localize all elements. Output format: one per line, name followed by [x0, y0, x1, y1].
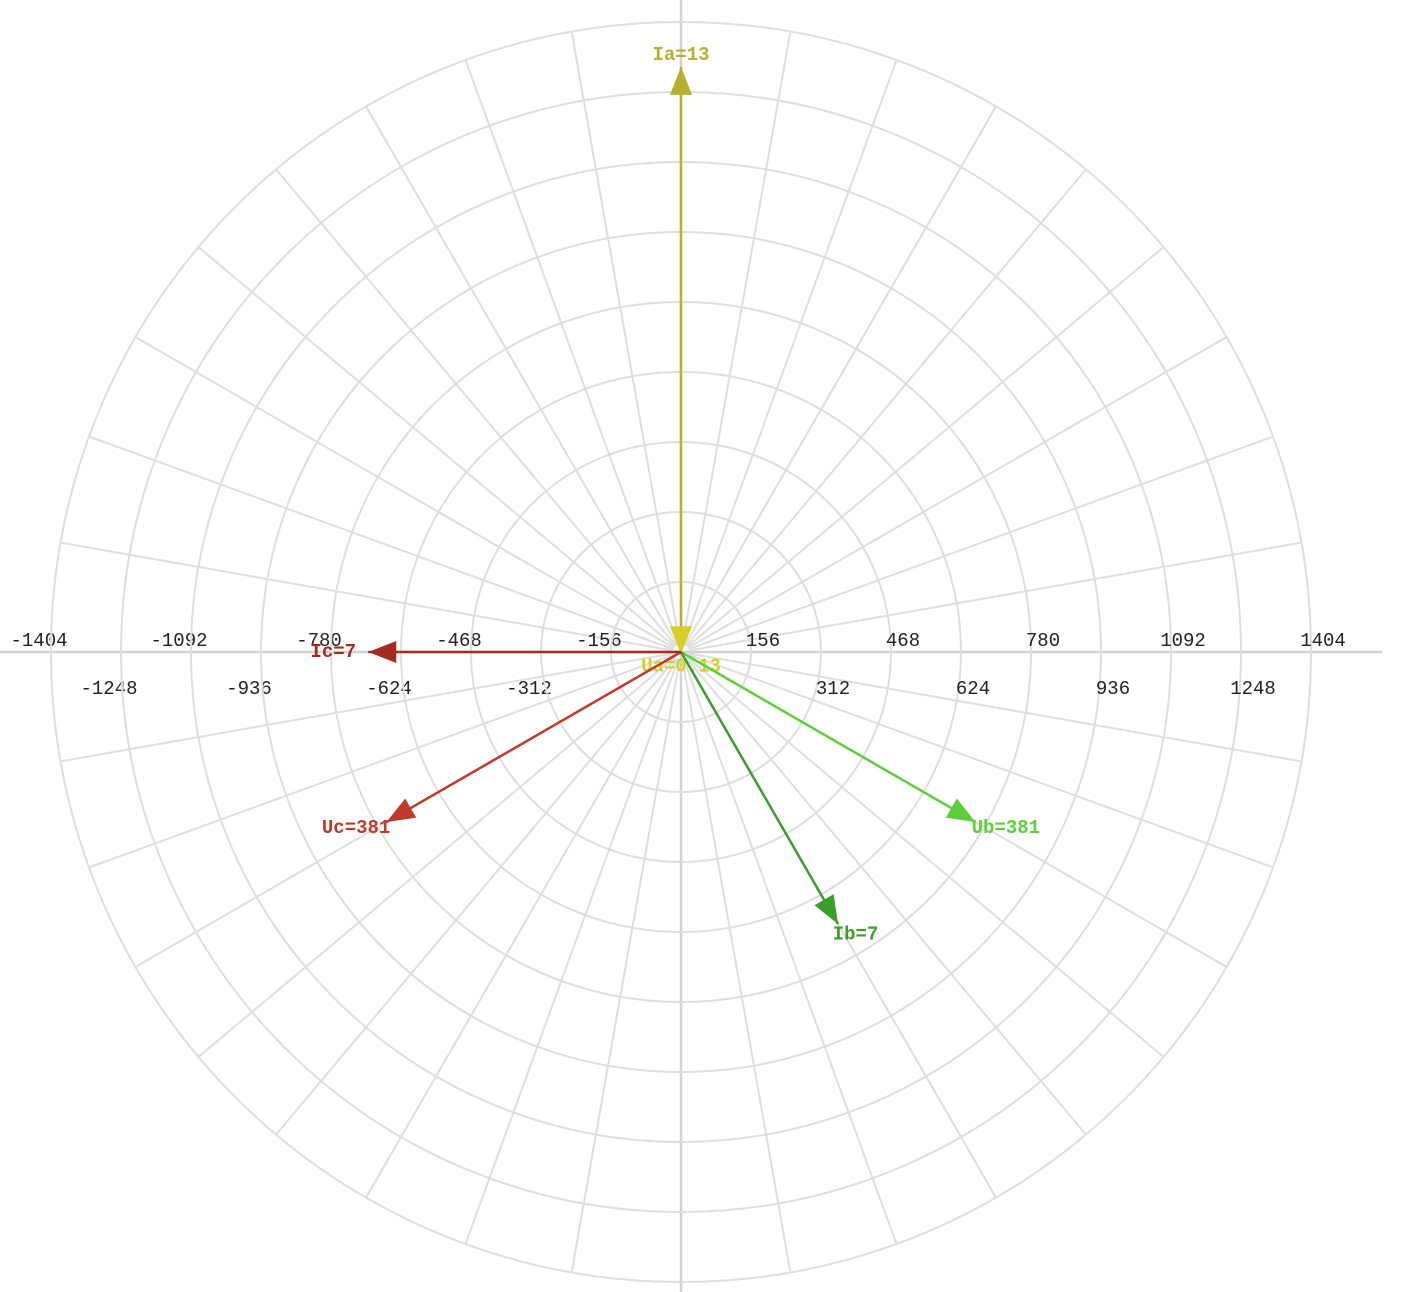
radial-grid-line — [685, 657, 1087, 1136]
radial-grid-line — [365, 658, 678, 1199]
phasor-line — [679, 651, 840, 925]
x-tick-label: -468 — [436, 630, 482, 652]
radial-grid-line — [197, 246, 676, 648]
x-tick-label: -312 — [506, 678, 552, 700]
radial-grid-line — [134, 336, 675, 649]
radial-grid-line — [688, 653, 1274, 869]
x-tick-label: 468 — [886, 630, 920, 652]
x-tick-label: 624 — [956, 678, 990, 700]
x-tick-label: 1092 — [1160, 630, 1206, 652]
radial-grid-line — [570, 31, 681, 645]
radial-grid-line — [685, 168, 1087, 647]
radial-grid-line — [570, 659, 681, 1273]
radial-grid-line — [686, 246, 1165, 648]
arrowhead — [386, 798, 417, 823]
radial-grid-line — [275, 657, 677, 1136]
radial-grid-line — [88, 435, 674, 651]
x-tick-label: 312 — [816, 678, 850, 700]
x-tick-label: -1404 — [10, 630, 67, 652]
x-tick-label: -624 — [366, 678, 412, 700]
arrowhead — [814, 894, 839, 925]
x-tick-label: 780 — [1026, 630, 1060, 652]
phasor-label: Ua=0.13 — [641, 655, 721, 677]
radial-grid-line — [686, 656, 1165, 1058]
radial-grid-line — [88, 653, 674, 869]
phasor-label: Ub=381 — [972, 817, 1040, 839]
radial-grid-line — [464, 659, 680, 1245]
radial-grid-line — [681, 659, 792, 1273]
radial-grid-line — [365, 105, 678, 646]
radial-grid-line — [464, 59, 680, 645]
x-tick-label: 936 — [1096, 678, 1130, 700]
radial-grid-line — [687, 336, 1228, 649]
arrowhead — [368, 641, 397, 663]
phasor-line — [680, 650, 977, 824]
x-tick-label: -1248 — [80, 678, 137, 700]
radial-grid-line — [688, 435, 1274, 651]
radial-grid-line — [682, 659, 898, 1245]
x-tick-label: 1248 — [1230, 678, 1276, 700]
radial-grid-line — [60, 541, 674, 652]
phasor-label: Ic=7 — [310, 641, 356, 663]
arrowhead — [670, 66, 692, 95]
x-tick-label: 156 — [746, 630, 780, 652]
phasor-label: Ia=13 — [652, 44, 709, 66]
radial-grid-line — [688, 541, 1302, 652]
x-tick-label: -156 — [576, 630, 622, 652]
phasor-label: Uc=381 — [322, 817, 390, 839]
radial-grid-line — [684, 105, 997, 646]
phasor-line — [385, 650, 682, 824]
radial-grid-line — [681, 31, 792, 645]
x-tick-label: -1092 — [150, 630, 207, 652]
radial-grid-line — [682, 59, 898, 645]
radial-grid-line — [197, 656, 676, 1058]
phasor-label: Ib=7 — [833, 923, 879, 945]
radial-grid-line — [60, 652, 674, 763]
x-tick-label: -936 — [226, 678, 272, 700]
radial-grid-line — [688, 652, 1302, 763]
radial-grid-line — [275, 168, 677, 647]
ring-grid-line — [50, 21, 1312, 1283]
x-tick-label: 1404 — [1300, 630, 1346, 652]
arrowhead — [945, 798, 976, 823]
arrowhead — [670, 626, 692, 655]
